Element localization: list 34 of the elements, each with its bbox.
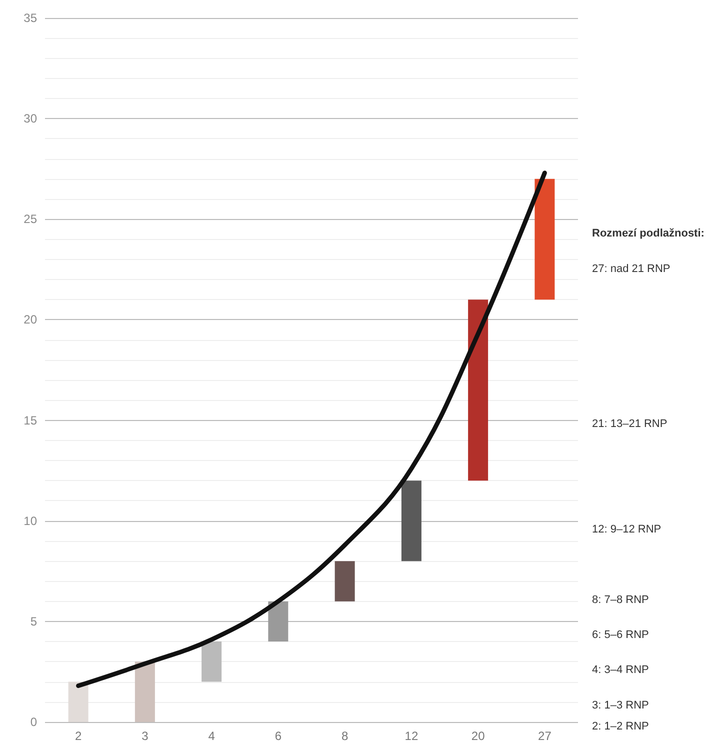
text: 21: 13–21 RNP (592, 418, 668, 430)
bar (468, 300, 488, 481)
x-tick-label: 27 (538, 729, 552, 743)
text: 2: 1–2 RNP (592, 720, 649, 733)
bar (268, 601, 288, 642)
x-tick-label: 4 (208, 729, 216, 743)
x-tick-label: 3 (142, 729, 149, 743)
text: 27: nad 21 RNP (592, 262, 670, 275)
text: Rozmezí podlažnosti: (592, 228, 704, 240)
x-tick-label: 12 (404, 729, 418, 743)
bar (334, 561, 355, 602)
bar (401, 480, 422, 562)
bar (134, 662, 155, 722)
text: 6: 5–6 RNP (592, 629, 649, 642)
y-tick-label: 0 (30, 715, 38, 729)
y-tick-label: 30 (24, 112, 38, 126)
y-tick-label: 15 (24, 413, 38, 428)
y-tick-label: 10 (24, 514, 38, 528)
x-tick-label: 2 (74, 729, 82, 743)
text: 4: 3–4 RNP (592, 664, 649, 676)
x-tick-label: 8 (341, 729, 348, 743)
text: 12: 9–12 RNP (592, 523, 662, 536)
y-tick-label: 20 (24, 312, 38, 327)
x-tick-label: 20 (471, 729, 486, 743)
y-tick-label: 5 (30, 614, 38, 628)
text: 8: 7–8 RNP (592, 594, 649, 606)
y-tick-label: 25 (24, 212, 38, 226)
x-tick-label: 6 (274, 729, 282, 743)
text: 3: 1–3 RNP (592, 699, 649, 712)
bar (202, 642, 222, 682)
bar (68, 682, 88, 722)
bar (534, 178, 555, 300)
line-series (76, 170, 547, 688)
y-tick-label: 35 (24, 11, 38, 25)
